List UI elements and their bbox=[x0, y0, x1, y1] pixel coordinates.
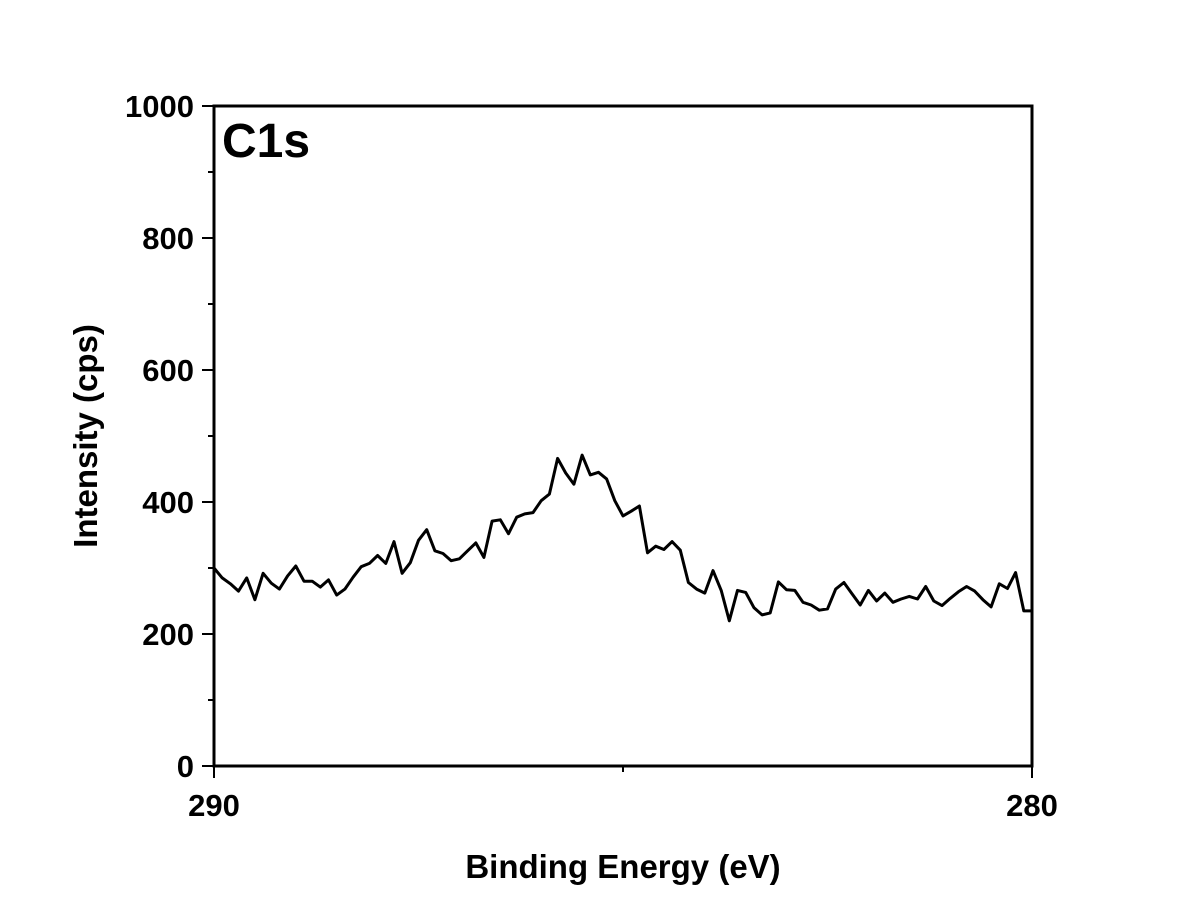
y-axis-tick-labels: 0 200 400 600 800 1000 bbox=[125, 89, 194, 784]
x-axis-tick-labels: 290 280 bbox=[188, 788, 1058, 823]
y-tick-label: 800 bbox=[142, 221, 194, 256]
y-tick-label: 400 bbox=[142, 485, 194, 520]
y-tick-label: 600 bbox=[142, 353, 194, 388]
y-tick-label: 200 bbox=[142, 617, 194, 652]
x-tick-label: 280 bbox=[1006, 788, 1058, 823]
panel-label: C1s bbox=[222, 115, 310, 168]
plot-frame bbox=[212, 104, 1034, 768]
x-tick-label: 290 bbox=[188, 788, 240, 823]
y-axis-title: Intensity (cps) bbox=[67, 324, 104, 548]
y-axis-major-ticks bbox=[202, 105, 214, 767]
c1s-spectrum-line bbox=[212, 453, 1032, 623]
x-axis-ticks bbox=[213, 766, 1033, 778]
y-tick-label: 1000 bbox=[125, 89, 194, 124]
y-tick-label: 0 bbox=[177, 749, 194, 784]
x-axis-title: Binding Energy (eV) bbox=[465, 848, 780, 885]
